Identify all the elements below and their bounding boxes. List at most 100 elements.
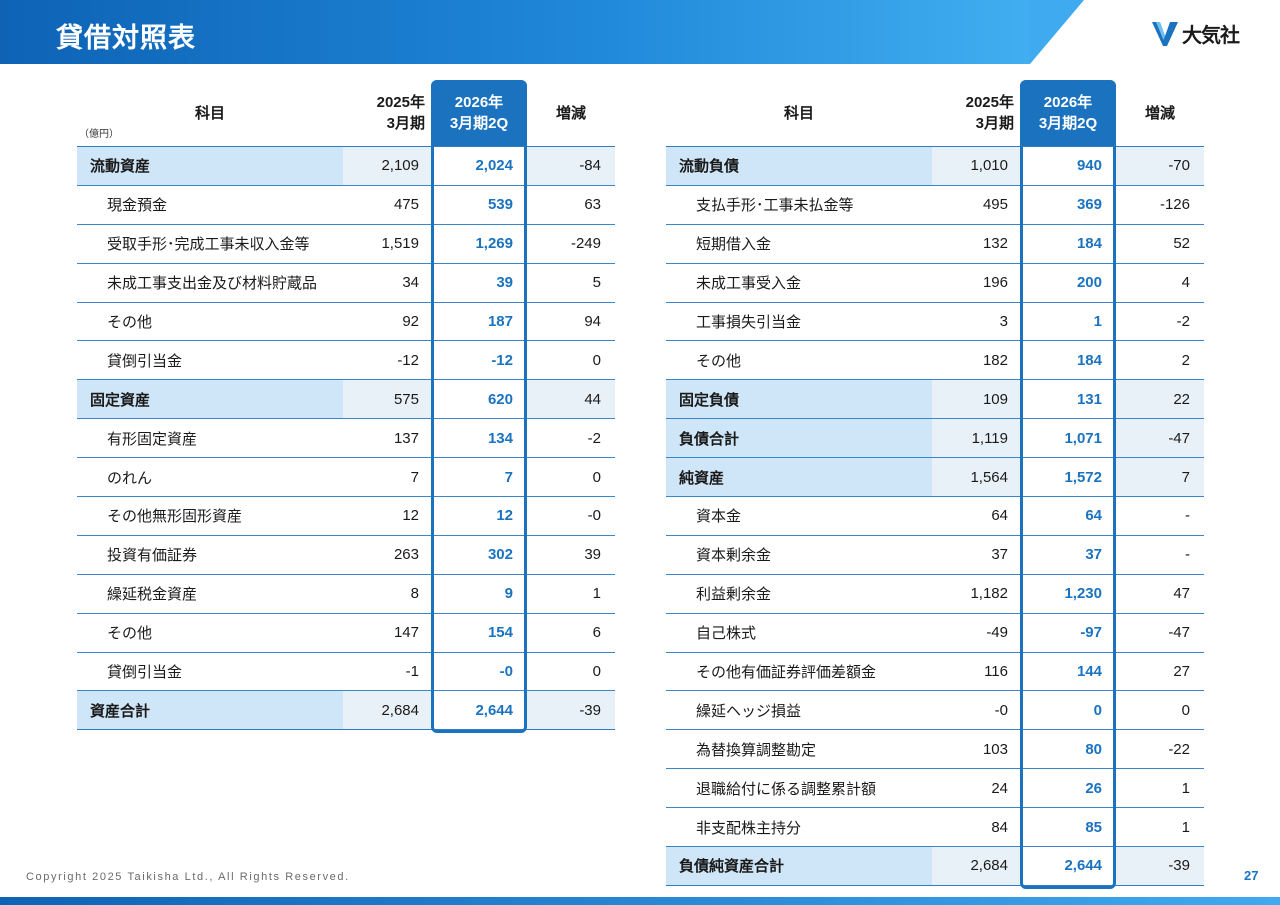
row-value-diff: -47 xyxy=(1168,429,1190,447)
row-label: 支払手形･工事未払金等 xyxy=(696,197,854,215)
row-label: 貸倒引当金 xyxy=(107,352,183,370)
table-row: 退職給付に係る調整累計額 24 26 1 xyxy=(666,769,1204,809)
row-label: 負債純資産合計 xyxy=(679,858,785,876)
row-value-current: 64 xyxy=(1085,507,1102,525)
row-value-prev: 84 xyxy=(991,818,1008,836)
row-value-current: -0 xyxy=(499,663,513,681)
row-label: 貸倒引当金 xyxy=(107,664,183,682)
row-value-diff: 0 xyxy=(592,468,601,486)
logo-text: 大気社 xyxy=(1182,24,1240,47)
row-value-current: 85 xyxy=(1085,818,1102,836)
row-value-prev: -0 xyxy=(994,701,1008,719)
table-row: 貸倒引当金 -1 -0 0 xyxy=(77,653,615,692)
table-row: 非支配株主持分 84 85 1 xyxy=(666,808,1204,848)
row-value-prev: 1,010 xyxy=(970,157,1008,175)
row-label: 為替換算調整勘定 xyxy=(696,741,817,759)
row-value-diff: - xyxy=(1185,546,1190,564)
row-label: 繰延ヘッジ損益 xyxy=(696,702,802,720)
row-value-prev: 103 xyxy=(982,740,1008,758)
row-value-diff: 52 xyxy=(1173,235,1190,253)
row-value-prev: 2,684 xyxy=(381,701,419,719)
row-value-current: 37 xyxy=(1085,546,1102,564)
row-value-current: -97 xyxy=(1080,624,1102,642)
row-value-current: 144 xyxy=(1076,663,1102,681)
row-label: 繰延税金資産 xyxy=(107,586,198,604)
total-row: 固定負債 109 131 22 xyxy=(666,380,1204,420)
row-value-current: 9 xyxy=(504,585,513,603)
row-value-prev: -49 xyxy=(986,624,1008,642)
row-value-current: 302 xyxy=(487,546,513,564)
row-value-prev: 12 xyxy=(402,507,419,525)
row-value-prev: 263 xyxy=(393,546,419,564)
row-value-diff: -22 xyxy=(1168,740,1190,758)
row-value-diff: 1 xyxy=(1181,779,1190,797)
total-row: 負債純資産合計 2,684 2,644 -39 xyxy=(666,847,1204,886)
column-header-item: 科目 xyxy=(783,104,814,122)
table-row: 未成工事受入金 196 200 4 xyxy=(666,264,1204,303)
row-value-diff: 94 xyxy=(584,313,601,330)
row-value-current: 2,024 xyxy=(475,157,513,175)
unit-label: （億円） xyxy=(79,129,119,140)
row-value-current: 2,644 xyxy=(475,701,513,719)
row-value-current: 200 xyxy=(1076,274,1102,292)
table-row: 貸倒引当金 -12 -12 0 xyxy=(77,341,615,381)
column-header-prev: 2025年 3月期 xyxy=(343,80,431,146)
row-label: のれん xyxy=(107,469,153,487)
row-label: 負債合計 xyxy=(679,430,740,448)
row-label: 投資有価証券 xyxy=(107,547,198,565)
total-row: 固定資産 575 620 44 xyxy=(77,380,615,420)
row-label: 純資産 xyxy=(679,469,725,487)
row-value-diff: -47 xyxy=(1168,624,1190,642)
row-label: 退職給付に係る調整累計額 xyxy=(696,780,877,798)
column-header-current-period: 3月期2Q xyxy=(1038,115,1098,132)
row-value-prev: 2,684 xyxy=(970,857,1008,875)
row-value-prev: 92 xyxy=(402,313,419,330)
row-value-current: 1,572 xyxy=(1064,468,1102,486)
row-label: 流動資産 xyxy=(90,158,151,176)
total-row: 流動資産 2,109 2,024 -84 xyxy=(77,147,615,186)
row-value-diff: -2 xyxy=(1176,313,1190,330)
row-value-current: 7 xyxy=(504,468,513,486)
table-row: のれん 7 7 0 xyxy=(77,458,615,498)
column-header-prev-year: 2025年 xyxy=(965,94,1014,111)
row-label: 有形固定資産 xyxy=(107,430,198,448)
table-row: その他有価証券評価差額金 116 144 27 xyxy=(666,653,1204,692)
column-header-current-period: 3月期2Q xyxy=(449,115,509,132)
table-row: その他 92 187 94 xyxy=(77,303,615,342)
row-value-diff: 63 xyxy=(584,196,601,214)
row-value-prev: 1,119 xyxy=(971,429,1008,447)
table-row: 投資有価証券 263 302 39 xyxy=(77,536,615,575)
row-value-prev: 182 xyxy=(982,351,1008,369)
row-value-current: 0 xyxy=(1093,701,1102,719)
row-value-prev: 575 xyxy=(393,390,419,408)
total-row: 流動負債 1,010 940 -70 xyxy=(666,147,1204,186)
row-value-diff: 7 xyxy=(1181,468,1190,486)
table-row: その他無形固形資産 12 12 -0 xyxy=(77,497,615,536)
page-number: 27 xyxy=(1244,868,1259,883)
column-header-current-year: 2026年 xyxy=(454,94,504,111)
row-value-diff: -2 xyxy=(587,429,601,447)
company-logo: 大気社 xyxy=(1150,16,1240,50)
row-label: 未成工事受入金 xyxy=(696,275,802,293)
table-row: 支払手形･工事未払金等 495 369 -126 xyxy=(666,186,1204,225)
row-value-current: 184 xyxy=(1076,235,1102,253)
row-value-diff: -126 xyxy=(1159,196,1190,214)
row-value-prev: 37 xyxy=(991,546,1008,564)
row-value-prev: 1,519 xyxy=(381,235,419,253)
row-label: 現金預金 xyxy=(107,197,168,215)
row-label: その他 xyxy=(107,314,153,331)
row-value-prev: 1,182 xyxy=(970,585,1008,603)
column-header-current: 2026年 3月期2Q xyxy=(1020,80,1116,146)
row-value-diff: -70 xyxy=(1168,157,1190,175)
row-value-diff: 27 xyxy=(1173,663,1190,681)
row-label: 未成工事支出金及び材料貯蔵品 xyxy=(107,275,318,293)
row-value-current: 131 xyxy=(1076,390,1102,408)
assets-rows: 流動資産 2,109 2,024 -84 現金預金 475 539 63 受取手形･完成工事未収… xyxy=(77,146,615,731)
table-row: 工事損失引当金 3 1 -2 xyxy=(666,303,1204,342)
table-row: その他 147 154 6 xyxy=(77,614,615,653)
table-row: 繰延税金資産 8 9 1 xyxy=(77,575,615,614)
copyright-text: Copyright 2025 Taikisha Ltd., All Rights… xyxy=(26,871,350,883)
row-value-current: 1 xyxy=(1093,313,1102,330)
row-label: 短期借入金 xyxy=(696,236,772,254)
column-header-prev-period: 3月期 xyxy=(975,115,1014,132)
